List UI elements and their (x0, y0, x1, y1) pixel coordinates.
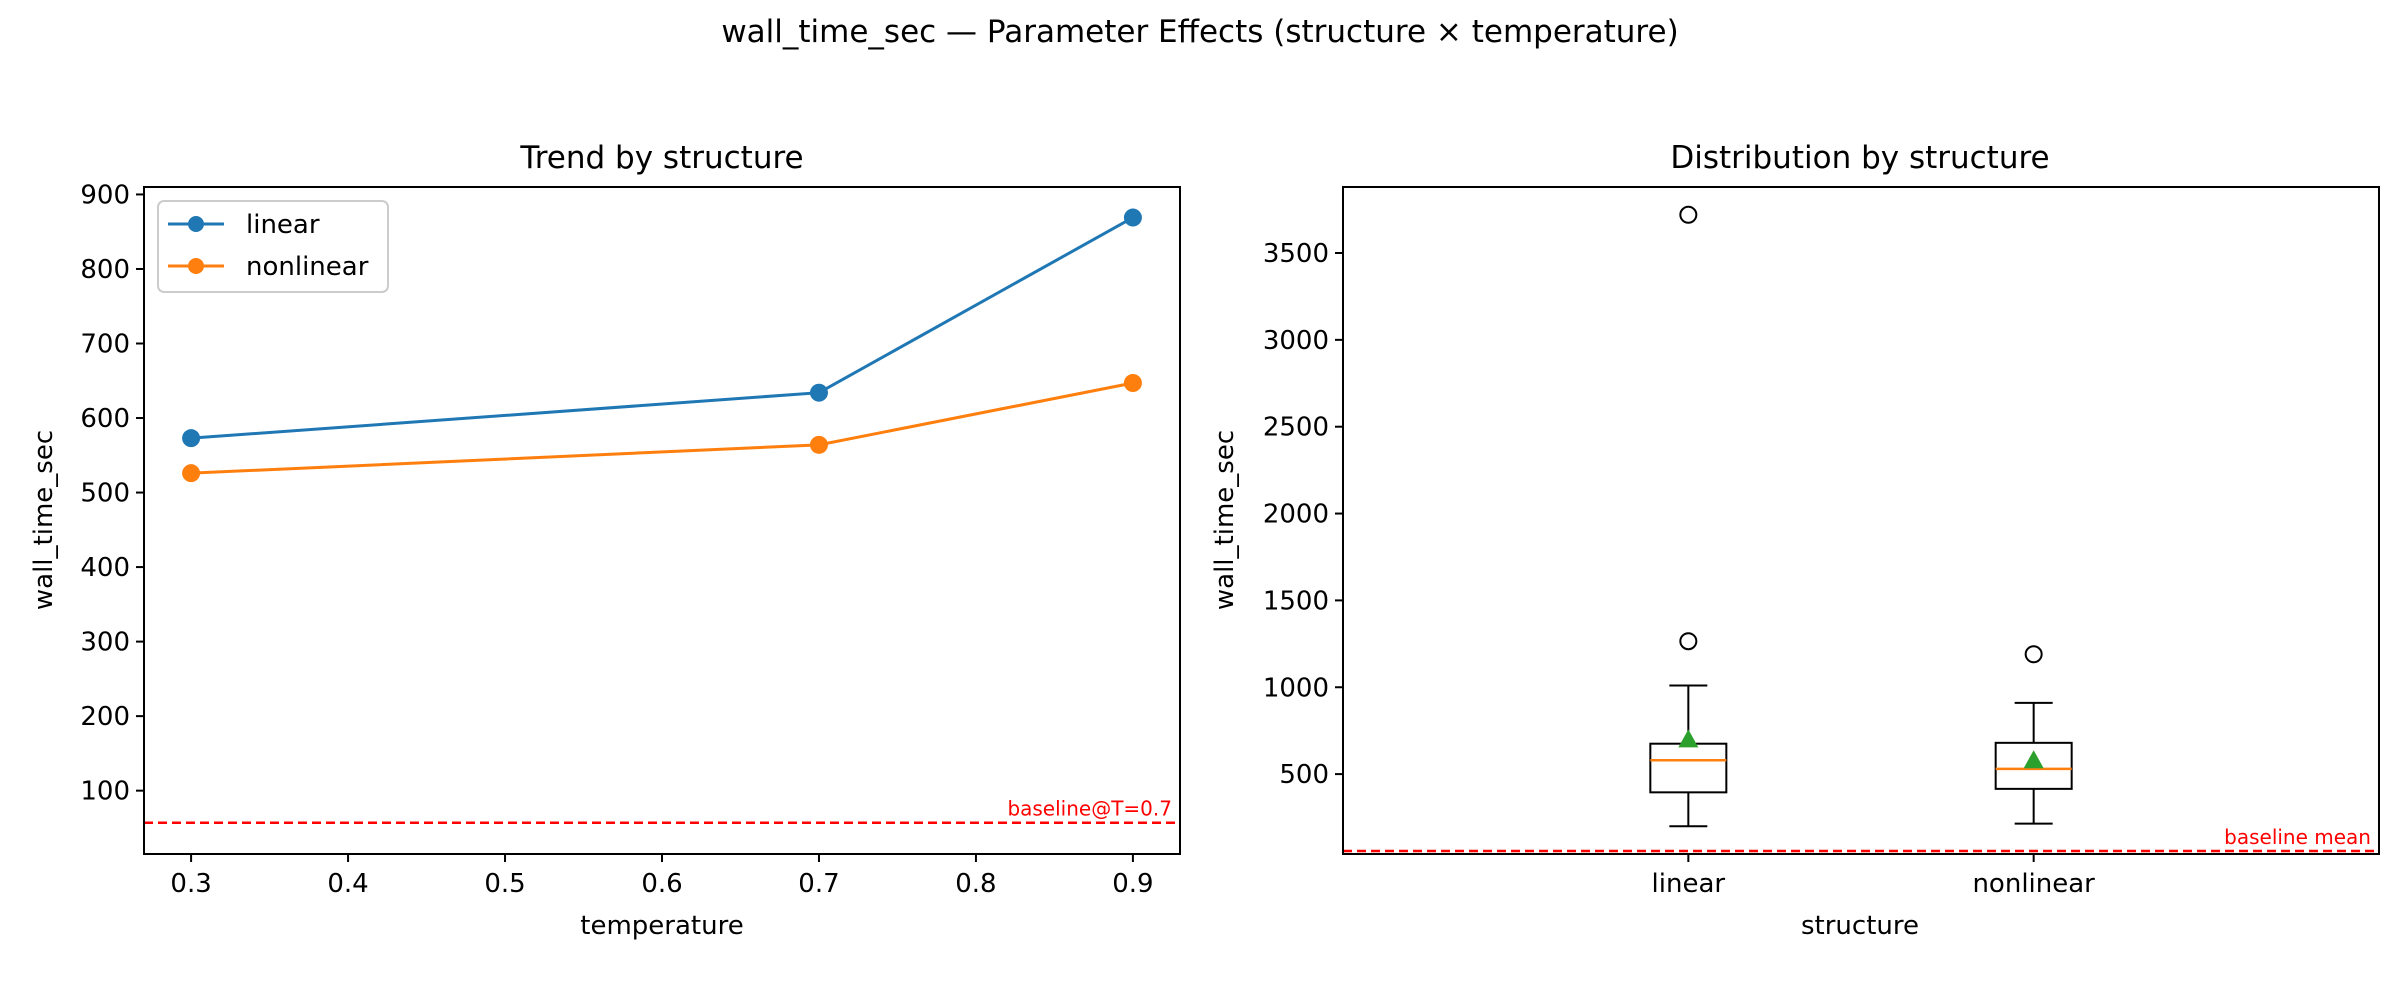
x-tick-label: 0.5 (484, 869, 525, 899)
data-point-linear (182, 429, 201, 448)
x-tick-label: 0.7 (798, 869, 839, 899)
y-tick-label: 500 (80, 479, 130, 509)
box-iqr (1649, 742, 1728, 794)
x-tick-label: 0.9 (1112, 869, 1153, 899)
data-point-linear (1123, 208, 1142, 227)
y-tick-label: 1500 (1263, 586, 1329, 616)
legend-marker-nonlinear (188, 258, 204, 274)
trend-chart: Trend by structure 0.3 0.4 0.5 0.6 0.7 0.8 0.9… (29, 140, 1181, 941)
legend-marker-linear (188, 216, 204, 232)
legend-label-nonlinear: nonlinear (246, 252, 369, 282)
trend-plot-frame (143, 186, 1181, 855)
y-tick-label: 300 (80, 628, 130, 658)
mean-marker (2023, 750, 2044, 769)
y-tick-label: 2500 (1263, 413, 1329, 443)
y-tick-label: 900 (80, 180, 130, 210)
distribution-x-axis-label: structure (1801, 911, 1919, 941)
y-tick-label: 200 (80, 702, 130, 732)
outlier-point (1679, 632, 1698, 651)
outlier-point (2024, 645, 2043, 664)
x-tick-label: 0.3 (170, 869, 211, 899)
figure-suptitle: wall_time_sec — Parameter Effects (struc… (721, 14, 1678, 50)
baseline-label: baseline@T=0.7 (1007, 797, 1172, 821)
data-point-nonlinear (809, 435, 828, 454)
x-tick-label: linear (1652, 869, 1726, 899)
x-tick-label: 0.4 (327, 869, 368, 899)
y-tick-label: 3000 (1263, 326, 1329, 356)
x-tick-label: nonlinear (1972, 869, 2095, 899)
trend-y-axis-label: wall_time_sec (29, 430, 59, 610)
trend-legend: linear nonlinear (157, 200, 389, 293)
mean-marker (1678, 729, 1699, 748)
trend-x-axis-label: temperature (580, 911, 743, 941)
distribution-plot-frame (1342, 186, 2380, 855)
y-tick-label: 1000 (1263, 673, 1329, 703)
trend-chart-title: Trend by structure (519, 140, 803, 176)
distribution-chart: Distribution by structure 500 1000 1500 200… (1210, 140, 2380, 941)
x-tick-label: 0.6 (641, 869, 682, 899)
y-tick-label: 600 (80, 404, 130, 434)
baseline-label: baseline mean (2224, 825, 2371, 849)
data-point-nonlinear (182, 464, 201, 483)
y-tick-label: 800 (80, 255, 130, 285)
y-tick-label: 100 (80, 777, 130, 807)
distribution-y-axis-label: wall_time_sec (1210, 430, 1240, 610)
box-iqr (1994, 741, 2073, 790)
legend-label-linear: linear (246, 210, 320, 240)
y-tick-label: 2000 (1263, 500, 1329, 530)
data-point-linear (809, 383, 828, 402)
x-tick-label: 0.8 (955, 869, 996, 899)
outlier-point (1679, 205, 1698, 224)
y-tick-label: 500 (1279, 760, 1329, 790)
data-point-nonlinear (1123, 374, 1142, 393)
distribution-chart-title: Distribution by structure (1670, 140, 2049, 176)
y-tick-label: 3500 (1263, 239, 1329, 269)
y-tick-label: 400 (80, 553, 130, 583)
trend-plot-area: 0.3 0.4 0.5 0.6 0.7 0.8 0.9 100 200 300 400 500 600 7… (80, 180, 1180, 899)
distribution-plot-area: 500 1000 1500 2000 2500 3000 3500 linear nonline… (1263, 205, 2379, 899)
y-tick-label: 700 (80, 330, 130, 360)
